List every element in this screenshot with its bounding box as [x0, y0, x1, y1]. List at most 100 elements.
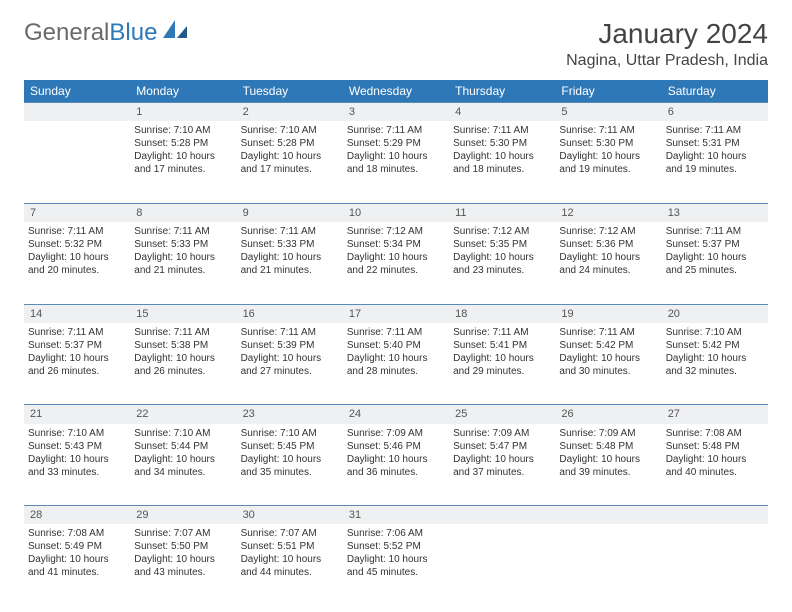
day-number-row: 123456 — [24, 103, 768, 122]
day-number — [555, 506, 661, 525]
day-line: Daylight: 10 hours — [134, 150, 232, 163]
day-line: Daylight: 10 hours — [666, 150, 764, 163]
day-number-row: 28293031 — [24, 506, 768, 525]
day-number: 9 — [237, 203, 343, 222]
day-line: Daylight: 10 hours — [134, 251, 232, 264]
day-cell — [449, 524, 555, 606]
day-line: Daylight: 10 hours — [28, 251, 126, 264]
day-number — [662, 506, 768, 525]
day-number: 25 — [449, 405, 555, 424]
day-line: Daylight: 10 hours — [241, 453, 339, 466]
day-line: Sunset: 5:46 PM — [347, 440, 445, 453]
day-number: 10 — [343, 203, 449, 222]
day-cell: Sunrise: 7:10 AMSunset: 5:42 PMDaylight:… — [662, 323, 768, 405]
day-line: Sunrise: 7:11 AM — [559, 124, 657, 137]
day-number: 14 — [24, 304, 130, 323]
day-number: 13 — [662, 203, 768, 222]
weekday-header: Sunday — [24, 80, 130, 103]
day-number: 4 — [449, 103, 555, 122]
day-number: 22 — [130, 405, 236, 424]
day-line: Daylight: 10 hours — [347, 352, 445, 365]
title-block: January 2024 Nagina, Uttar Pradesh, Indi… — [566, 18, 768, 70]
day-line: Sunrise: 7:10 AM — [134, 427, 232, 440]
day-cell — [555, 524, 661, 606]
weekday-header: Friday — [555, 80, 661, 103]
day-cell: Sunrise: 7:10 AMSunset: 5:28 PMDaylight:… — [237, 121, 343, 203]
day-cell: Sunrise: 7:11 AMSunset: 5:30 PMDaylight:… — [555, 121, 661, 203]
day-number: 8 — [130, 203, 236, 222]
day-line: Sunset: 5:40 PM — [347, 339, 445, 352]
day-cell: Sunrise: 7:10 AMSunset: 5:45 PMDaylight:… — [237, 424, 343, 506]
day-cell: Sunrise: 7:10 AMSunset: 5:43 PMDaylight:… — [24, 424, 130, 506]
day-line: Sunrise: 7:11 AM — [666, 124, 764, 137]
day-number: 6 — [662, 103, 768, 122]
weekday-header: Thursday — [449, 80, 555, 103]
logo-text-1: General — [24, 19, 109, 47]
day-line: and 17 minutes. — [241, 163, 339, 176]
day-line: Daylight: 10 hours — [347, 150, 445, 163]
day-cell: Sunrise: 7:08 AMSunset: 5:48 PMDaylight:… — [662, 424, 768, 506]
day-line: Sunrise: 7:11 AM — [241, 225, 339, 238]
day-line: Sunrise: 7:11 AM — [453, 326, 551, 339]
day-cell: Sunrise: 7:11 AMSunset: 5:29 PMDaylight:… — [343, 121, 449, 203]
day-line: Daylight: 10 hours — [28, 553, 126, 566]
day-line: and 41 minutes. — [28, 566, 126, 579]
day-data-row: Sunrise: 7:10 AMSunset: 5:43 PMDaylight:… — [24, 424, 768, 506]
day-cell — [662, 524, 768, 606]
day-cell: Sunrise: 7:09 AMSunset: 5:46 PMDaylight:… — [343, 424, 449, 506]
day-line: and 26 minutes. — [28, 365, 126, 378]
day-number: 15 — [130, 304, 236, 323]
weekday-header: Monday — [130, 80, 236, 103]
day-line: and 25 minutes. — [666, 264, 764, 277]
day-data-row: Sunrise: 7:08 AMSunset: 5:49 PMDaylight:… — [24, 524, 768, 606]
day-line: and 21 minutes. — [241, 264, 339, 277]
location: Nagina, Uttar Pradesh, India — [566, 52, 768, 70]
day-cell: Sunrise: 7:11 AMSunset: 5:37 PMDaylight:… — [662, 222, 768, 304]
day-line: and 29 minutes. — [453, 365, 551, 378]
day-line: Sunset: 5:34 PM — [347, 238, 445, 251]
day-line: Sunrise: 7:08 AM — [28, 527, 126, 540]
day-line: Sunset: 5:48 PM — [559, 440, 657, 453]
day-number: 16 — [237, 304, 343, 323]
day-line: Daylight: 10 hours — [241, 352, 339, 365]
day-number: 5 — [555, 103, 661, 122]
day-line: and 33 minutes. — [28, 466, 126, 479]
day-line: Daylight: 10 hours — [241, 150, 339, 163]
day-line: and 20 minutes. — [28, 264, 126, 277]
day-cell: Sunrise: 7:06 AMSunset: 5:52 PMDaylight:… — [343, 524, 449, 606]
calendar-table: Sunday Monday Tuesday Wednesday Thursday… — [24, 80, 768, 606]
day-line: and 18 minutes. — [347, 163, 445, 176]
day-line: Daylight: 10 hours — [28, 352, 126, 365]
day-line: Sunrise: 7:11 AM — [347, 124, 445, 137]
day-line: Sunrise: 7:07 AM — [134, 527, 232, 540]
day-line: Daylight: 10 hours — [559, 150, 657, 163]
day-line: Sunrise: 7:11 AM — [134, 326, 232, 339]
day-cell: Sunrise: 7:11 AMSunset: 5:40 PMDaylight:… — [343, 323, 449, 405]
day-line: and 37 minutes. — [453, 466, 551, 479]
day-line: Sunrise: 7:09 AM — [453, 427, 551, 440]
day-line: Sunrise: 7:10 AM — [28, 427, 126, 440]
header: GeneralBlue January 2024 Nagina, Uttar P… — [24, 18, 768, 70]
day-line: Sunrise: 7:10 AM — [241, 124, 339, 137]
day-line: Sunrise: 7:09 AM — [559, 427, 657, 440]
weekday-header: Saturday — [662, 80, 768, 103]
day-line: Sunrise: 7:11 AM — [666, 225, 764, 238]
day-cell: Sunrise: 7:12 AMSunset: 5:36 PMDaylight:… — [555, 222, 661, 304]
day-line: Sunrise: 7:07 AM — [241, 527, 339, 540]
day-line: and 28 minutes. — [347, 365, 445, 378]
day-line: Sunset: 5:33 PM — [241, 238, 339, 251]
day-line: Sunset: 5:38 PM — [134, 339, 232, 352]
sail-icon — [161, 18, 189, 47]
day-line: Sunrise: 7:11 AM — [559, 326, 657, 339]
day-cell: Sunrise: 7:11 AMSunset: 5:31 PMDaylight:… — [662, 121, 768, 203]
day-line: Daylight: 10 hours — [241, 553, 339, 566]
day-line: and 18 minutes. — [453, 163, 551, 176]
day-line: Sunrise: 7:10 AM — [134, 124, 232, 137]
day-number: 2 — [237, 103, 343, 122]
day-line: Sunset: 5:47 PM — [453, 440, 551, 453]
day-cell: Sunrise: 7:10 AMSunset: 5:28 PMDaylight:… — [130, 121, 236, 203]
day-number: 30 — [237, 506, 343, 525]
weekday-header: Tuesday — [237, 80, 343, 103]
day-line: Sunset: 5:45 PM — [241, 440, 339, 453]
day-line: Sunset: 5:31 PM — [666, 137, 764, 150]
